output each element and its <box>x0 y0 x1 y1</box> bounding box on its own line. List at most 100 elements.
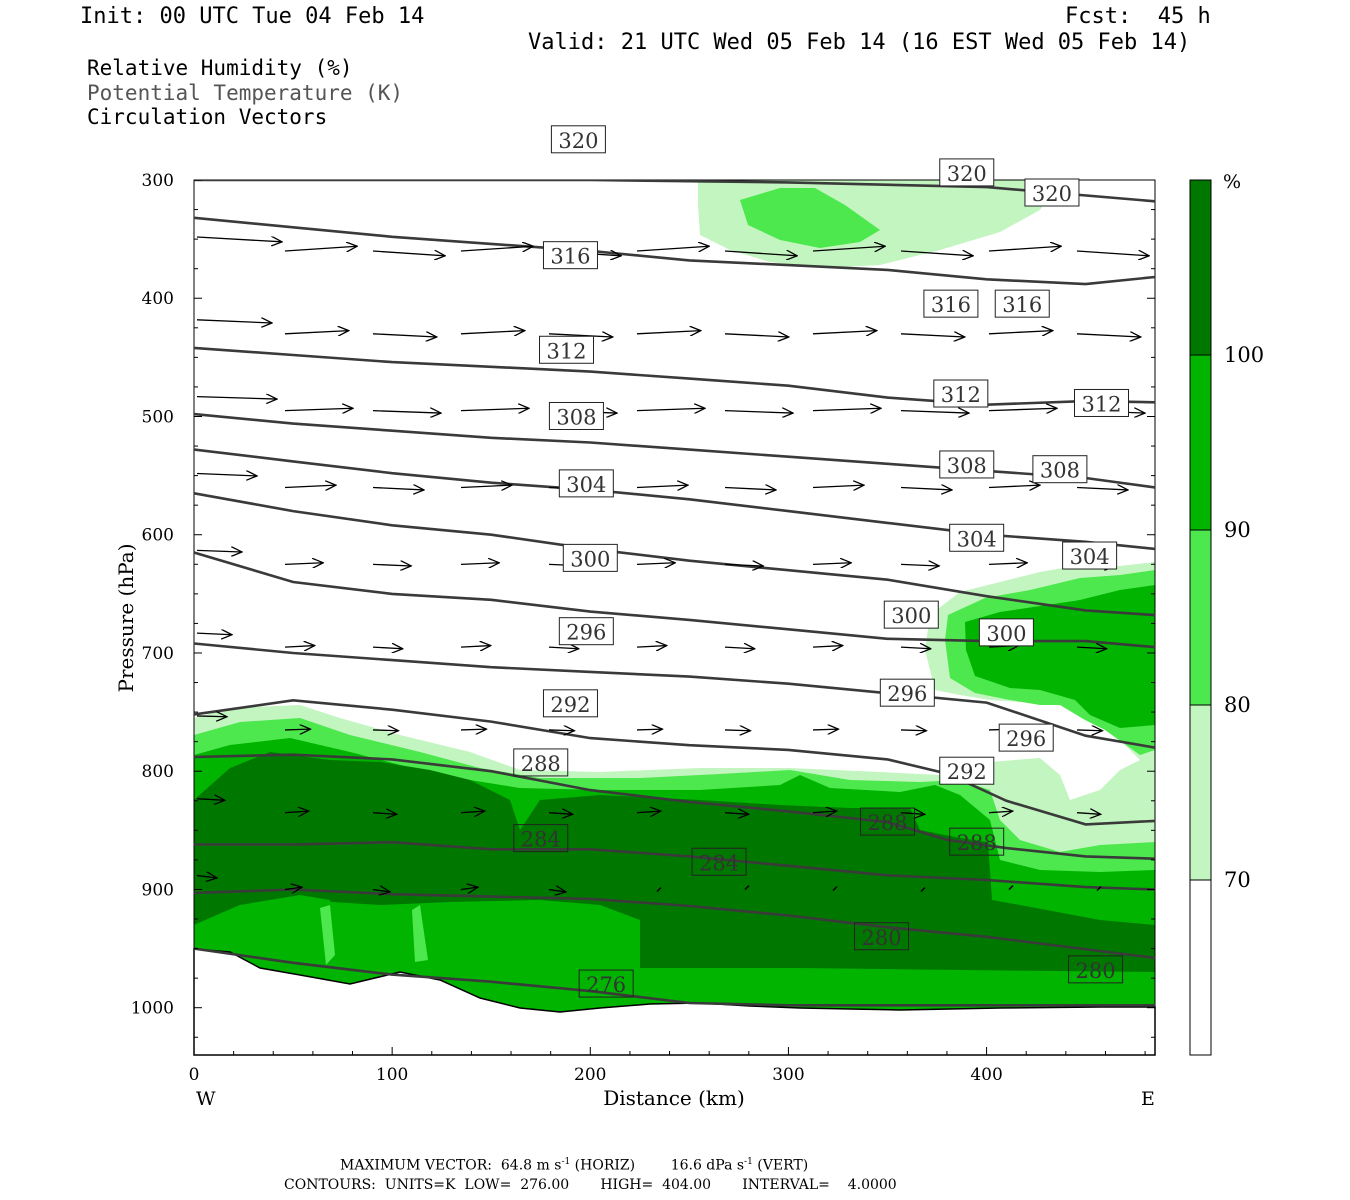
legend-circulation-vectors: Circulation Vectors <box>87 105 328 129</box>
theta-label-304: 304 <box>949 523 1005 552</box>
theta-label-284: 284 <box>513 824 569 853</box>
max-vector-label: MAXIMUM VECTOR: <box>340 1157 492 1174</box>
circulation-vector <box>900 334 965 337</box>
circulation-vector <box>196 320 272 323</box>
circulation-vector <box>196 550 242 552</box>
theta-contour-296 <box>194 642 1155 749</box>
theta-label-312: 312 <box>1074 388 1130 417</box>
theta-label-316: 316 <box>542 241 598 270</box>
circulation-vector <box>1096 886 1102 892</box>
x-axis-left-end: W <box>196 1088 216 1110</box>
y-tick-label: 500 <box>142 407 174 427</box>
colorbar-segment <box>1189 179 1212 356</box>
circulation-vector <box>636 485 688 487</box>
theta-label-280: 280 <box>854 922 910 951</box>
circulation-vector <box>548 813 573 815</box>
y-tick-label: 700 <box>142 644 174 664</box>
x-axis-right-end: E <box>1141 1088 1155 1110</box>
circulation-vector <box>460 887 478 889</box>
svg-text:300: 300 <box>891 604 931 628</box>
colorbar-label: 90 <box>1224 518 1251 542</box>
theta-label-288: 288 <box>860 807 916 836</box>
svg-text:308: 308 <box>1040 459 1080 483</box>
svg-text:292: 292 <box>947 760 987 784</box>
circulation-vector <box>460 729 487 730</box>
theta-label-320: 320 <box>939 158 995 187</box>
circulation-vector <box>724 564 763 566</box>
theta-label-276: 276 <box>578 969 634 998</box>
circulation-vector <box>548 730 575 731</box>
theta-label-300: 300 <box>883 600 939 629</box>
circulation-vector <box>1008 885 1014 891</box>
svg-text:276: 276 <box>586 973 626 997</box>
theta-contour-284 <box>194 840 1155 891</box>
svg-text:304: 304 <box>1070 545 1110 569</box>
colorbar-segment <box>1189 879 1212 1056</box>
circulation-vector <box>196 799 225 801</box>
svg-text:308: 308 <box>947 454 987 478</box>
svg-text:296: 296 <box>566 621 606 645</box>
svg-text:284: 284 <box>699 851 739 875</box>
theta-label-312: 312 <box>539 335 595 364</box>
theta-label-296: 296 <box>558 617 614 646</box>
svg-text:316: 316 <box>1002 293 1042 317</box>
colorbar-label: 80 <box>1224 693 1251 717</box>
svg-text:280: 280 <box>1076 959 1116 983</box>
circulation-vector <box>548 334 613 337</box>
circulation-vector <box>900 564 939 566</box>
circulation-vector <box>372 730 399 731</box>
valid-time: Valid: 21 UTC Wed 05 Feb 14 (16 EST Wed … <box>528 30 1191 55</box>
theta-label-300: 300 <box>562 543 618 572</box>
colorbar-segment <box>1189 354 1212 531</box>
circulation-vector <box>920 887 926 893</box>
circulation-vector <box>284 246 357 251</box>
y-axis-title: Pressure (hPa) <box>114 544 138 693</box>
rh-upper-80-90 <box>740 188 880 248</box>
circulation-vector <box>372 813 397 815</box>
theta-label-320: 320 <box>1024 178 1080 207</box>
circulation-vector <box>372 411 441 413</box>
theta-label-316: 316 <box>994 289 1050 318</box>
theta-contour-312 <box>194 412 1155 489</box>
theta-label-288: 288 <box>513 748 569 777</box>
circulation-vector <box>812 331 877 334</box>
circulation-vector <box>284 811 309 813</box>
circulation-vector <box>372 564 411 566</box>
svg-text:320: 320 <box>558 129 598 153</box>
circulation-vector <box>812 811 837 813</box>
theta-label-296: 296 <box>998 723 1054 752</box>
circulation-vector <box>812 729 839 730</box>
circulation-vector <box>636 246 709 251</box>
y-tick-label: 900 <box>142 880 174 900</box>
x-tick-label: 100 <box>376 1065 408 1085</box>
circulation-vector <box>724 647 755 649</box>
colorbar-label: 100 <box>1224 343 1264 367</box>
rh-fill <box>194 180 1155 1055</box>
circulation-vector <box>656 887 662 893</box>
circulation-vector <box>988 485 1040 487</box>
circulation-vector <box>636 331 701 334</box>
circulation-vector <box>988 246 1061 251</box>
svg-text:288: 288 <box>867 811 907 835</box>
terrain-surface <box>193 948 1156 1056</box>
circulation-vector <box>284 729 311 730</box>
svg-text:312: 312 <box>941 383 981 407</box>
circulation-vector <box>460 246 533 251</box>
circulation-vector <box>724 251 797 256</box>
x-tick-label: 400 <box>970 1065 1002 1085</box>
theta-contour-324 <box>194 180 1155 203</box>
circulation-vector <box>724 813 749 815</box>
theta-contour-316 <box>194 346 1155 407</box>
circulation-vector <box>724 488 776 490</box>
circulation-vector <box>460 563 499 565</box>
circulation-vector <box>284 563 323 565</box>
circulation-vector <box>636 811 661 813</box>
theta-label-288: 288 <box>949 827 1005 856</box>
contours-info: CONTOURS: UNITS=K LOW= 276.00 HIGH= 404.… <box>284 1177 897 1193</box>
svg-text:288: 288 <box>957 831 997 855</box>
svg-text:304: 304 <box>566 473 606 497</box>
svg-text:304: 304 <box>957 527 997 551</box>
axes: 0 100 200 300 400 300 400 500 600 700 800 900 1000 <box>131 171 1155 1085</box>
circulation-vectors <box>196 237 1149 893</box>
svg-text:300: 300 <box>986 622 1026 646</box>
